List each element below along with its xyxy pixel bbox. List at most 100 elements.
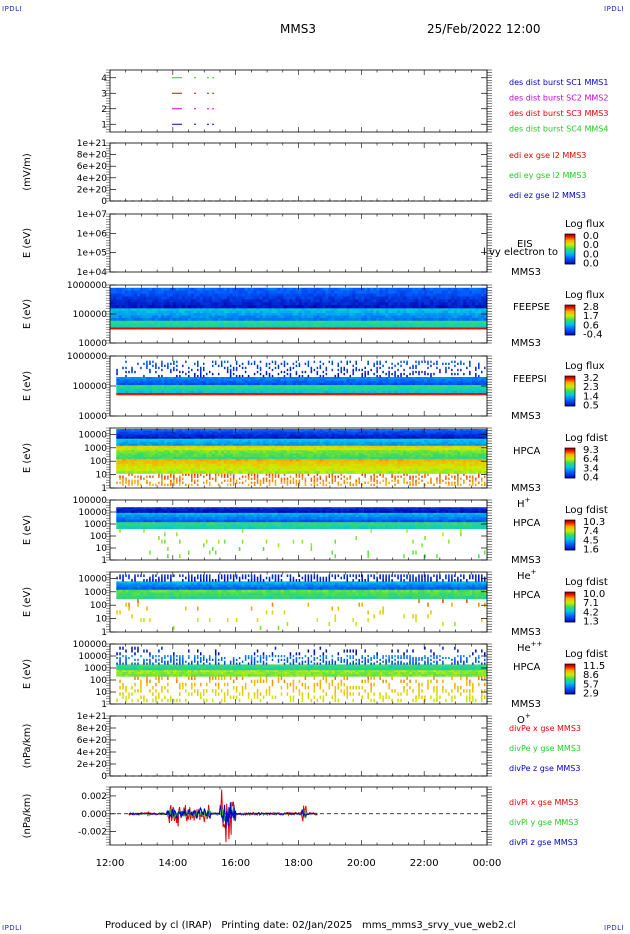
spectrogram-cell — [125, 366, 127, 370]
spectrogram-cell — [128, 390, 132, 393]
spectrogram-cell — [388, 293, 392, 297]
spectrogram-cell — [214, 390, 219, 393]
spectrogram-cell — [164, 364, 166, 368]
spectrogram-cell — [146, 364, 148, 368]
spectrogram-cell — [421, 327, 425, 329]
spectrogram-cell — [280, 386, 285, 390]
spectrogram-cell — [472, 293, 476, 297]
spacecraft-label: MMS3 — [511, 338, 541, 349]
spectrogram-cell — [448, 317, 452, 321]
spectrogram-cell — [277, 384, 282, 388]
spectrogram-cell — [241, 374, 244, 378]
spectrogram-cell — [325, 290, 329, 294]
spectrogram-cell — [442, 302, 446, 306]
spectrogram-cell — [427, 393, 431, 396]
spectrogram-cell — [382, 390, 386, 393]
spectrogram-cell — [205, 388, 210, 391]
spectrogram-cell — [149, 458, 153, 462]
spectrogram-cell — [208, 315, 213, 319]
spectrogram-cell — [125, 441, 129, 444]
spectrogram-cell — [337, 302, 341, 306]
spectrogram-cell — [119, 461, 123, 465]
spectrogram-cell — [319, 390, 323, 393]
spectrogram-cell — [253, 362, 256, 366]
spectrogram-cell — [131, 388, 135, 391]
spectrogram-cell — [403, 368, 405, 372]
spectrogram-cell — [337, 368, 340, 372]
spectrogram-cell — [125, 466, 129, 469]
spectrogram-cell — [394, 393, 398, 396]
spectrogram-cell — [451, 328, 455, 330]
spectrogram-cell — [211, 320, 216, 323]
spectrogram-cell — [328, 293, 332, 297]
spectrogram-cell — [163, 305, 168, 309]
spectrogram-cell — [160, 313, 165, 316]
spectrogram-cell — [131, 458, 135, 462]
spectrogram-cell — [388, 386, 392, 390]
spectrogram-cell — [127, 305, 132, 309]
spectrogram-cell — [226, 317, 231, 321]
spectrogram-cell — [131, 368, 133, 372]
spectrogram-cell — [409, 380, 413, 384]
spectrogram-cell — [143, 390, 147, 393]
spectrogram-cell — [124, 302, 129, 306]
colorbar-swatch — [565, 384, 575, 386]
spectrogram-cell — [382, 364, 384, 368]
spectrogram-cell — [352, 372, 354, 376]
spectrogram-cell — [349, 392, 353, 395]
spectrogram-cell — [140, 477, 142, 480]
spectrogram-cell — [167, 366, 169, 370]
spectrogram-cell — [373, 308, 377, 311]
spectrogram-cell — [388, 287, 392, 292]
spectrogram-cell — [337, 390, 341, 393]
spectrogram-cell — [304, 384, 309, 388]
spectrogram-cell — [355, 388, 359, 391]
spectrogram-cell — [397, 362, 399, 366]
spectrogram-cell — [205, 327, 210, 329]
spectrogram-cell — [439, 380, 443, 384]
spectrogram-cell — [271, 325, 275, 328]
spectrogram-cell — [346, 320, 350, 323]
spectrogram-cell — [346, 293, 350, 297]
spectrogram-cell — [475, 287, 479, 292]
spectrogram-cell — [268, 393, 273, 396]
spectrogram-cell — [238, 374, 241, 378]
spectrogram-cell — [376, 384, 380, 388]
spectrogram-cell — [175, 308, 180, 311]
spectrogram-cell — [406, 302, 410, 306]
spectrogram-cell — [220, 328, 225, 330]
spectrogram-cell — [262, 322, 266, 325]
spectrogram-cell — [331, 287, 335, 292]
spectrogram-cell — [241, 315, 246, 319]
spectrogram-cell — [194, 390, 198, 393]
spectrogram-cell — [238, 390, 243, 393]
spectrogram-cell — [391, 308, 395, 311]
spectrogram-cell — [160, 323, 165, 326]
spectrogram-cell — [451, 386, 455, 390]
legend-entry: divPe z gse MMS3 — [509, 764, 580, 773]
spectrogram-cell — [119, 447, 123, 451]
spectrogram-cell — [127, 325, 132, 328]
spectrogram-cell — [316, 380, 320, 384]
spectrogram-cell — [271, 380, 276, 384]
spectrogram-cell — [394, 296, 398, 300]
spectrogram-cell — [463, 386, 467, 390]
spectrogram-cell — [346, 323, 350, 326]
spectrogram-cell — [370, 325, 374, 328]
spectrogram-cell — [259, 380, 264, 384]
spectrogram-cell — [481, 390, 485, 393]
spectrogram-cell — [295, 323, 299, 326]
spectrogram-cell — [277, 302, 281, 306]
spectrogram-cell — [418, 390, 422, 393]
spectrogram-cell — [140, 430, 144, 433]
spectrogram-cell — [211, 364, 214, 368]
spectrogram-cell — [478, 290, 482, 294]
spectrogram-cell — [178, 323, 183, 326]
spectrogram-cell — [247, 392, 252, 395]
spectrogram-cell — [169, 290, 174, 294]
spectrogram-cell — [316, 382, 320, 386]
spectrogram-cell — [400, 372, 402, 376]
spectrogram-cell — [346, 378, 350, 382]
spectrogram-cell — [292, 384, 297, 388]
spectrogram-cell — [250, 382, 255, 386]
